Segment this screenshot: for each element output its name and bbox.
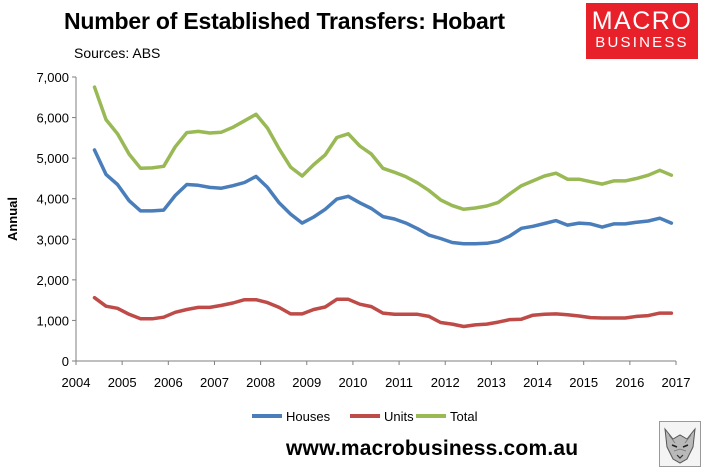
y-tick-label: 1,000 [36, 313, 69, 328]
website-url: www.macrobusiness.com.au [286, 437, 579, 460]
logo-line-2: BUSINESS [595, 34, 689, 51]
legend-label-units: Units [384, 409, 414, 424]
x-tick-label: 2011 [385, 375, 413, 390]
legend-label-total: Total [450, 409, 478, 424]
y-tick-label: 2,000 [36, 273, 69, 288]
x-tick-label: 2013 [477, 375, 506, 390]
x-tick-label: 2008 [246, 375, 275, 390]
x-tick-label: 2016 [615, 375, 644, 390]
chart-sources: Sources: ABS [74, 45, 161, 61]
x-tick-label: 2007 [200, 375, 229, 390]
chart-title: Number of Established Transfers: Hobart [64, 8, 505, 34]
y-tick-label: 5,000 [36, 151, 69, 166]
y-tick-label: 7,000 [36, 70, 69, 85]
y-axis-label: Annual [5, 197, 20, 241]
y-tick-label: 3,000 [36, 232, 69, 247]
x-tick-label: 2006 [154, 375, 183, 390]
y-tick-label: 4,000 [36, 192, 69, 207]
x-tick-label: 2014 [523, 375, 552, 390]
y-tick-label: 6,000 [36, 111, 69, 126]
chart-series [92, 85, 674, 329]
series-line-total [92, 85, 674, 212]
x-tick-label: 2010 [338, 375, 367, 390]
x-tick-label: 2012 [431, 375, 460, 390]
logo-line-1: MACRO [591, 7, 693, 35]
wolf-logo-icon [659, 421, 701, 467]
x-tick-label: 2015 [569, 375, 598, 390]
x-tick-label: 2005 [108, 375, 137, 390]
macrobusiness-logo: MACRO BUSINESS [586, 3, 698, 59]
x-tick-label: 2009 [292, 375, 321, 390]
chart-legend: Houses Units Total [252, 409, 478, 424]
legend-label-houses: Houses [286, 409, 331, 424]
y-tick-label: 0 [62, 354, 69, 369]
series-line-houses [92, 148, 674, 246]
x-tick-label: 2017 [662, 375, 691, 390]
series-line-units [92, 295, 674, 329]
chart-axes: 0 1,000 2,000 3,000 4,000 5,000 6,000 7,000 2004… [5, 70, 690, 390]
x-tick-label: 2004 [62, 375, 91, 390]
